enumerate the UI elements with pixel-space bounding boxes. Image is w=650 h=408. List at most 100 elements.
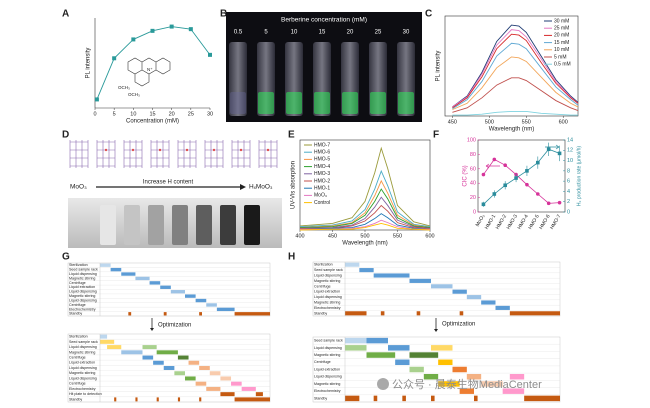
task-bar bbox=[395, 359, 410, 366]
data-point bbox=[169, 24, 174, 29]
row-label: Hit plate to detection bbox=[69, 392, 102, 396]
h-atom bbox=[212, 148, 216, 152]
row-label: Standby bbox=[314, 311, 327, 315]
panel-label: A bbox=[62, 9, 69, 20]
task-bar bbox=[409, 278, 431, 283]
row-label: Centrifuge bbox=[314, 360, 331, 364]
vial-liquid bbox=[398, 92, 414, 114]
data-point bbox=[514, 176, 518, 180]
row-label: Electrochemistry bbox=[69, 307, 96, 311]
task-bar bbox=[431, 284, 453, 289]
x-tick-label: 450 bbox=[328, 233, 337, 239]
row-label: Sterilization bbox=[69, 263, 88, 267]
vial bbox=[229, 42, 247, 116]
series-line bbox=[299, 213, 431, 230]
vial-label: 5 bbox=[264, 30, 268, 36]
y-tick-label: 40 bbox=[470, 181, 476, 187]
task-bar bbox=[174, 371, 185, 376]
axis-arrow bbox=[545, 144, 560, 150]
vial bbox=[196, 205, 212, 245]
y-tick-label: 20 bbox=[470, 195, 476, 201]
y-tick-label: 80 bbox=[470, 152, 476, 158]
task-bar bbox=[121, 350, 143, 355]
data-point bbox=[481, 202, 486, 207]
row-label: Magnetic stirring bbox=[69, 294, 95, 298]
data-point bbox=[525, 182, 529, 187]
series-line bbox=[452, 33, 579, 109]
vials: 0.5 5 10 15 20 25 30 bbox=[229, 30, 415, 116]
atom-label: OCH₃ bbox=[118, 85, 130, 90]
task-bar bbox=[416, 311, 421, 316]
task-bar bbox=[438, 381, 460, 387]
task-bar bbox=[142, 345, 157, 350]
data-point bbox=[503, 183, 507, 188]
series-line bbox=[452, 111, 578, 116]
series-line bbox=[299, 146, 431, 227]
vial-liquid bbox=[258, 92, 274, 114]
x-axis-title: Wavelength (nm) bbox=[489, 127, 534, 133]
y-axis-title: CIC (%) bbox=[463, 165, 469, 186]
task-bar bbox=[345, 262, 360, 267]
row-label: Magnetic stirring bbox=[69, 350, 95, 354]
watermark: 公众号 · 晨泰生物MediaCenter bbox=[392, 377, 542, 391]
x-tick-label: MoO₃ bbox=[475, 214, 487, 228]
data-point bbox=[94, 97, 99, 102]
legend-label: 20 mM bbox=[554, 33, 569, 39]
x-tick-label: 600 bbox=[559, 119, 568, 125]
y2-tick-label: 0 bbox=[567, 209, 570, 215]
row-label: Liquid dispensing bbox=[69, 298, 97, 302]
task-bar bbox=[170, 290, 185, 294]
h-atom bbox=[185, 148, 189, 152]
row-label: Liquid extraction bbox=[314, 367, 340, 371]
task-bar bbox=[156, 397, 159, 402]
y-tick-label: 100 bbox=[467, 137, 476, 143]
data-point bbox=[492, 192, 497, 196]
panel-label: H bbox=[288, 252, 295, 263]
task-bar bbox=[121, 272, 136, 276]
atom-label: N⁺ bbox=[147, 67, 153, 72]
vial-label: 0.5 bbox=[234, 30, 243, 36]
task-bar bbox=[209, 371, 221, 376]
y-axis-title: PL intensity bbox=[436, 51, 442, 82]
h-atom bbox=[131, 148, 135, 152]
photo-title: Berberine concentration (mM) bbox=[281, 17, 367, 24]
x-tick-label: 5 bbox=[113, 111, 116, 117]
task-bar bbox=[366, 352, 396, 358]
row-label: Sterilization bbox=[314, 263, 333, 267]
row-label: Liquid dispensing bbox=[69, 272, 97, 276]
series-line bbox=[96, 26, 211, 100]
ring bbox=[127, 57, 171, 87]
row-label: Liquid extraction bbox=[69, 285, 95, 289]
task-bar bbox=[110, 267, 122, 272]
lattice bbox=[177, 140, 197, 168]
vial-label: 15 bbox=[319, 30, 326, 36]
row-label: Liquid dispensing bbox=[314, 295, 342, 299]
task-bar bbox=[216, 307, 235, 312]
row-label: Liquid dispensing bbox=[69, 345, 97, 349]
data-point bbox=[503, 163, 507, 167]
row-label: Magnetic stirring bbox=[314, 382, 340, 386]
row-label: Standby bbox=[69, 312, 82, 316]
row-label: Seed sample rack bbox=[314, 339, 343, 343]
legend-label: 0.5 mM bbox=[554, 62, 571, 68]
legend-label: HMO-7 bbox=[314, 142, 330, 148]
task-bar bbox=[234, 397, 270, 402]
x-axis-title: Wavelength (nm) bbox=[342, 241, 387, 247]
row-label: Seed sample rack bbox=[314, 268, 343, 272]
task-bar bbox=[459, 311, 464, 316]
data-point bbox=[208, 52, 212, 57]
row-label: Sterilization bbox=[69, 335, 88, 339]
y2-tick-label: 10 bbox=[567, 158, 573, 164]
row-label: Magnetic stirring bbox=[314, 300, 340, 304]
vial-liquid bbox=[230, 92, 246, 114]
x-tick-label: 0 bbox=[93, 111, 96, 117]
row-label: Liquid dispensing bbox=[69, 366, 97, 370]
data-point bbox=[492, 157, 497, 162]
x-tick-label: 500 bbox=[485, 119, 494, 125]
data-point bbox=[481, 172, 486, 177]
y2-tick-label: 12 bbox=[567, 148, 573, 154]
task-bar bbox=[241, 386, 256, 391]
task-bar bbox=[199, 397, 202, 402]
vial-label: 25 bbox=[375, 30, 382, 36]
